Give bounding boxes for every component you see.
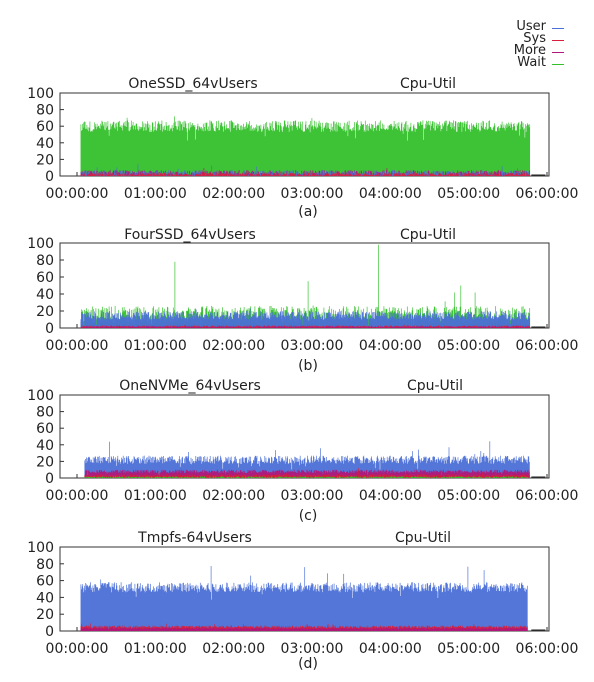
y-tick-label: 60	[36, 574, 54, 590]
y-tick-label: 40	[36, 590, 54, 606]
y-tick-label: 0	[45, 321, 54, 337]
x-tick-label: 04:00:00	[359, 186, 422, 202]
x-tick-label: 00:00:00	[46, 338, 109, 354]
x-tick-label: 00:00:00	[46, 488, 109, 504]
legend-item-wait: Wait	[490, 55, 586, 70]
legend-item-user: User	[490, 19, 586, 34]
y-tick-label: 20	[36, 454, 54, 470]
chart-title: FourSSD_64vUsers	[124, 227, 256, 243]
y-tick-label: 0	[45, 471, 54, 487]
x-tick-label: 06:00:00	[516, 641, 579, 657]
x-tick-label: 04:00:00	[359, 338, 422, 354]
series-sys	[80, 170, 531, 176]
x-tick-label: 04:00:00	[359, 488, 422, 504]
x-tick-label: 01:00:00	[124, 338, 187, 354]
legend-swatch	[552, 52, 564, 53]
x-tick-label: 00:00:00	[46, 186, 109, 202]
chart-legend: User Sys More Wait	[490, 19, 586, 70]
y-tick-label: 20	[36, 607, 54, 623]
series-wait	[84, 476, 530, 478]
y-tick-label: 100	[27, 540, 54, 556]
series-more	[80, 626, 528, 631]
x-tick-label: 02:00:00	[202, 186, 265, 202]
legend-swatch	[552, 64, 564, 65]
x-tick-label: 02:00:00	[202, 641, 265, 657]
x-tick-label: 02:00:00	[202, 488, 265, 504]
chart-title: OneNVMe_64vUsers	[119, 378, 261, 394]
y-tick-label: 100	[27, 86, 54, 102]
y-tick-label: 40	[36, 136, 54, 152]
y-tick-label: 20	[36, 304, 54, 320]
y-tick-label: 80	[36, 103, 54, 119]
chart-caption: (c)	[299, 508, 318, 524]
y-tick-label: 80	[36, 405, 54, 421]
y-tick-label: 0	[45, 169, 54, 185]
x-tick-label: 05:00:00	[437, 186, 500, 202]
x-tick-label: 06:00:00	[516, 338, 579, 354]
y-tick-label: 60	[36, 270, 54, 286]
chart-subtitle: Cpu-Util	[407, 378, 463, 394]
y-tick-label: 40	[36, 287, 54, 303]
x-tick-label: 03:00:00	[281, 488, 344, 504]
chart-title: OneSSD_64vUsers	[128, 76, 257, 92]
chart-subtitle: Cpu-Util	[400, 76, 456, 92]
legend-swatch	[552, 28, 564, 29]
y-tick-label: 60	[36, 421, 54, 437]
chart-caption: (d)	[298, 656, 318, 672]
series-wait	[80, 116, 531, 176]
y-tick-label: 100	[27, 388, 54, 404]
y-tick-label: 60	[36, 119, 54, 135]
x-tick-label: 06:00:00	[516, 186, 579, 202]
legend-item-sys: Sys	[490, 31, 586, 46]
x-tick-label: 01:00:00	[124, 186, 187, 202]
legend-item-more: More	[490, 43, 586, 58]
x-tick-label: 03:00:00	[281, 338, 344, 354]
chart-caption: (a)	[298, 204, 318, 220]
x-tick-label: 03:00:00	[281, 641, 344, 657]
chart-title: Tmpfs-64vUsers	[137, 530, 252, 546]
y-tick-label: 0	[45, 624, 54, 640]
legend-label: User	[516, 19, 546, 34]
y-tick-label: 20	[36, 152, 54, 168]
y-tick-label: 80	[36, 253, 54, 269]
x-tick-label: 03:00:00	[281, 186, 344, 202]
series-user	[80, 308, 531, 328]
chart-caption: (b)	[298, 358, 318, 374]
x-tick-label: 02:00:00	[202, 338, 265, 354]
legend-swatch	[552, 40, 564, 41]
legend-label: More	[513, 43, 546, 58]
legend-label: Wait	[517, 55, 546, 70]
x-tick-label: 01:00:00	[124, 641, 187, 657]
series-more	[80, 325, 530, 328]
x-tick-label: 00:00:00	[46, 641, 109, 657]
chart-subtitle: Cpu-Util	[400, 227, 456, 243]
x-tick-label: 04:00:00	[359, 641, 422, 657]
y-tick-label: 80	[36, 557, 54, 573]
x-tick-label: 06:00:00	[516, 488, 579, 504]
series-user	[80, 566, 528, 631]
x-tick-label: 05:00:00	[437, 641, 500, 657]
y-tick-label: 100	[27, 236, 54, 252]
x-tick-label: 05:00:00	[437, 488, 500, 504]
legend-label: Sys	[523, 31, 546, 46]
x-tick-label: 01:00:00	[124, 488, 187, 504]
y-tick-label: 40	[36, 438, 54, 454]
x-tick-label: 05:00:00	[437, 338, 500, 354]
series-user	[84, 441, 530, 478]
chart-subtitle: Cpu-Util	[395, 530, 451, 546]
